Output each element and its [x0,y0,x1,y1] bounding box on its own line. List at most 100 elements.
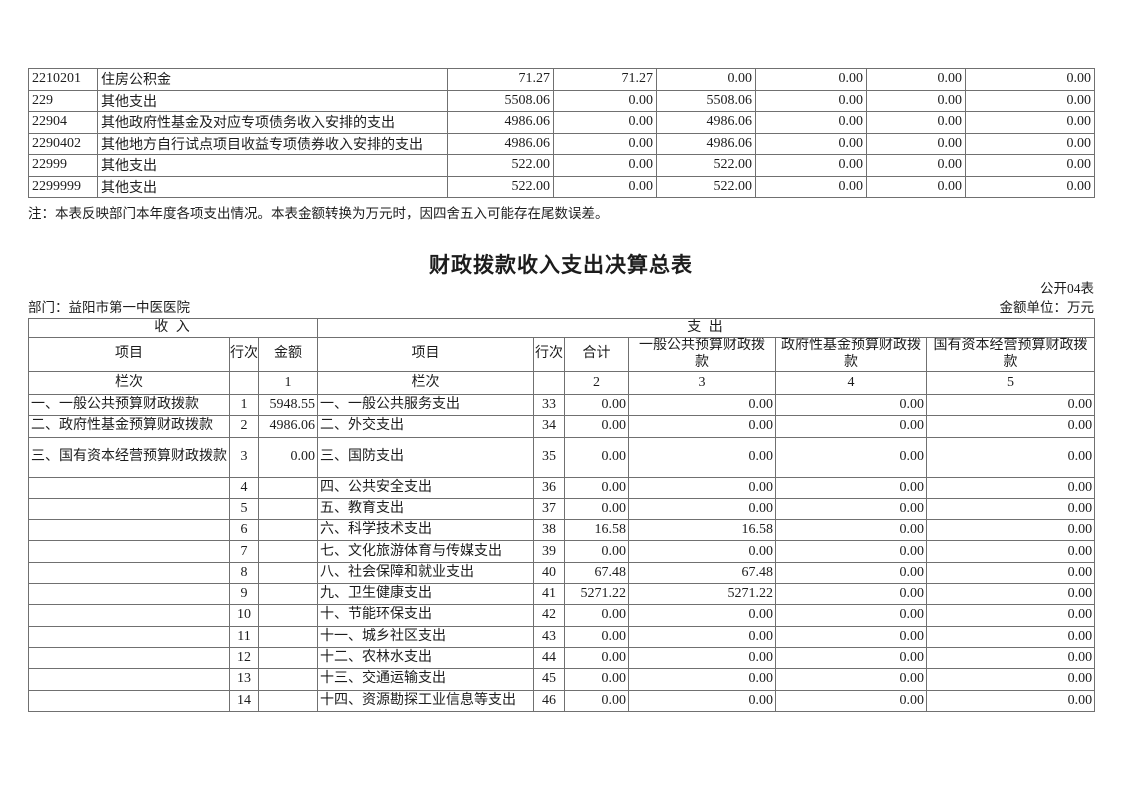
gov-fund-cell: 0.00 [775,415,928,438]
gov-fund-cell: 0.00 [775,497,928,521]
expense-item-cell: 十一、城乡社区支出 [317,625,535,648]
gov-fund-cell: 0.00 [775,476,928,499]
section-header-row: 收 入 支 出 [27,318,1096,338]
gov-fund-cell: 0.00 [775,540,928,563]
general-budget-cell: 0.00 [628,436,777,478]
general-budget-cell: 16.58 [628,519,777,542]
general-budget-header: 一般公共预算财政拨款 [628,337,777,372]
total-cell: 0.00 [564,540,630,563]
state-capital-cell: 0.00 [926,393,1096,417]
total-cell: 0.00 [564,415,630,438]
income-item-cell: 三、国有资本经营预算财政拨款 [28,436,230,478]
expense-rowno-cell: 46 [533,689,566,712]
table-code-label: 公开04表 [1040,281,1094,296]
income-item-cell [28,625,230,648]
total-cell: 0.00 [564,646,630,670]
income-item-cell [28,583,230,606]
income-rowno-cell: 14 [229,689,259,712]
expense-item-cell: 一、一般公共服务支出 [317,393,535,417]
column-number-row: 栏次 1 栏次 2 3 4 5 [28,371,1096,395]
income-rowno-cell: 1 [229,393,259,417]
col-num-cell: 4 [775,371,928,395]
expense-item-cell: 十三、交通运输支出 [317,668,535,691]
value-cell: 5508.06 [656,89,756,112]
income-amount-header: 金额 [257,337,319,372]
income-rowno-cell: 10 [229,604,259,627]
value-cell: 522.00 [447,154,554,177]
summary-table-header: 收 入 支 出 项目 行次 金额 项目 行次 合计 一般公共预算财政拨款 政府性… [27,318,1096,395]
value-cell: 0.00 [866,111,966,134]
state-capital-cell: 0.00 [926,625,1096,648]
expense-rowno-cell: 41 [533,583,566,606]
state-capital-budget-header: 国有资本经营预算财政拨款 [926,337,1096,372]
subject-name-cell: 其他支出 [97,154,448,177]
value-cell: 0.00 [755,89,867,112]
table-row: 10 十、节能环保支出 42 0.00 0.00 0.00 0.00 [28,604,1096,627]
income-amount-cell [257,476,319,499]
expense-rowno-cell: 36 [533,476,566,499]
subject-code-cell: 22999 [28,154,98,177]
expense-rowno-cell: 44 [533,646,566,670]
value-cell: 0.00 [866,132,966,155]
value-cell: 0.00 [553,154,657,177]
value-cell: 4986.06 [656,111,756,134]
table-row: 三、国有资本经营预算财政拨款 3 0.00 三、国防支出 35 0.00 0.0… [28,436,1096,478]
table-row: 2290402 其他地方自行试点项目收益专项债券收入安排的支出 4986.06 … [28,132,1095,155]
subject-name-cell: 其他政府性基金及对应专项债务收入安排的支出 [97,111,448,134]
table-row: 13 十三、交通运输支出 45 0.00 0.00 0.00 0.00 [28,668,1096,691]
total-header: 合计 [564,337,630,372]
income-item-cell [28,668,230,691]
value-cell: 0.00 [553,89,657,112]
blank-cell [229,371,259,395]
table-row: 9 九、卫生健康支出 41 5271.22 5271.22 0.00 0.00 [28,583,1096,606]
expense-rowno-cell: 43 [533,625,566,648]
value-cell: 0.00 [866,154,966,177]
page-title: 财政拨款收入支出决算总表 [429,253,693,277]
state-capital-cell: 0.00 [926,436,1096,478]
total-cell: 0.00 [564,476,630,499]
value-cell: 0.00 [866,68,966,91]
expense-rowno-header: 行次 [533,337,566,372]
table-row: 4 四、公共安全支出 36 0.00 0.00 0.00 0.00 [28,476,1096,499]
blank-cell [533,371,566,395]
gov-fund-cell: 0.00 [775,668,928,691]
expense-item-cell: 五、教育支出 [317,497,535,521]
fiscal-summary-table: 收 入 支 出 项目 行次 金额 项目 行次 合计 一般公共预算财政拨款 政府性… [27,318,1096,712]
total-cell: 0.00 [564,625,630,648]
state-capital-cell: 0.00 [926,646,1096,670]
general-budget-cell: 0.00 [628,668,777,691]
income-item-cell [28,497,230,521]
value-cell: 0.00 [755,132,867,155]
total-cell: 0.00 [564,393,630,417]
expense-rowno-cell: 34 [533,415,566,438]
value-cell: 0.00 [965,132,1095,155]
general-budget-cell: 0.00 [628,540,777,563]
income-section-header: 收 入 [27,318,319,338]
table-row: 22999 其他支出 522.00 0.00 522.00 0.00 0.00 … [28,154,1095,177]
expense-item-cell: 七、文化旅游体育与传媒支出 [317,540,535,563]
income-item-cell [28,519,230,542]
gov-fund-cell: 0.00 [775,393,928,417]
income-amount-cell [257,668,319,691]
income-item-cell [28,646,230,670]
value-cell: 71.27 [553,68,657,91]
income-rowno-cell: 11 [229,625,259,648]
total-cell: 0.00 [564,436,630,478]
value-cell: 0.00 [755,154,867,177]
expense-item-cell: 六、科学技术支出 [317,519,535,542]
general-budget-cell: 0.00 [628,415,777,438]
gov-fund-cell: 0.00 [775,519,928,542]
income-amount-cell: 5948.55 [257,393,319,417]
gov-fund-cell: 0.00 [775,646,928,670]
gov-fund-cell: 0.00 [775,625,928,648]
department-label: 部门：益阳市第一中医医院 [28,300,190,315]
expense-rowno-cell: 42 [533,604,566,627]
income-rowno-cell: 5 [229,497,259,521]
income-item-cell [28,476,230,499]
state-capital-cell: 0.00 [926,668,1096,691]
value-cell: 4986.06 [447,132,554,155]
gov-fund-cell: 0.00 [775,436,928,478]
lanci-cell: 栏次 [28,371,230,395]
table-row: 6 六、科学技术支出 38 16.58 16.58 0.00 0.00 [28,519,1096,542]
